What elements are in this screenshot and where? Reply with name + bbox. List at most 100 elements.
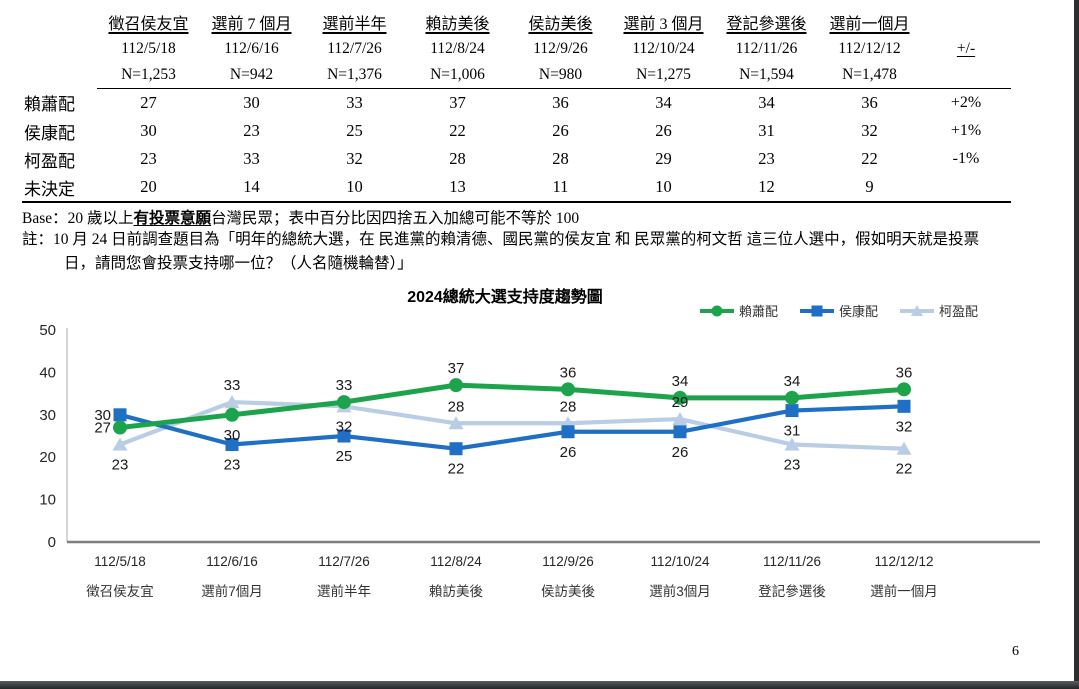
value-label-侯康配: 30 bbox=[94, 407, 111, 424]
poll-table-head: 徵召侯友宜 選前 7 個月 選前半年 賴訪美後 侯訪美後 選前 3 個月 登記參選後 選前一個… bbox=[22, 8, 1011, 89]
x-tick-date: 112/5/18 bbox=[94, 554, 146, 569]
value-cell: 12 bbox=[758, 177, 775, 196]
data-point-柯盈配 bbox=[672, 412, 688, 426]
data-point-賴蕭配 bbox=[449, 378, 463, 393]
y-tick-label: 30 bbox=[39, 407, 56, 424]
value-cell: 26 bbox=[655, 121, 672, 140]
x-tick-date: 112/6/16 bbox=[206, 554, 258, 569]
value-label-賴蕭配: 34 bbox=[784, 373, 801, 390]
y-tick-label: 40 bbox=[39, 364, 56, 381]
change-column-header: +/- bbox=[921, 36, 1011, 62]
value-cell: 23 bbox=[140, 149, 157, 168]
column-header-n: N=1,006 bbox=[406, 62, 509, 89]
row-label: 侯康配 bbox=[24, 123, 75, 143]
value-label-賴蕭配: 36 bbox=[560, 364, 577, 381]
column-header-date: 112/12/12 bbox=[838, 40, 901, 57]
header-blank bbox=[22, 8, 97, 36]
value-cell: 22 bbox=[861, 149, 878, 168]
column-header-n: N=1,376 bbox=[303, 62, 406, 89]
x-tick-event: 徵召侯友宜 bbox=[86, 584, 154, 599]
column-header-label-text: 徵召侯友宜 bbox=[108, 16, 189, 33]
value-label-賴蕭配: 34 bbox=[672, 373, 689, 390]
triangle-marker-icon bbox=[900, 304, 935, 316]
value-cell: 34 bbox=[758, 93, 775, 112]
change-cell: +2% bbox=[950, 94, 982, 111]
data-point-侯康配 bbox=[225, 437, 239, 451]
column-header-label: 登記參選後 bbox=[715, 8, 818, 36]
value-cell: 28 bbox=[552, 149, 569, 168]
legend-item-侯康配: 侯康配 bbox=[798, 301, 878, 320]
x-tick-date: 112/12/12 bbox=[874, 554, 933, 569]
header-blank bbox=[921, 62, 1011, 89]
data-point-柯盈配 bbox=[224, 395, 240, 409]
data-point-柯盈配 bbox=[112, 437, 128, 451]
column-header-n: N=942 bbox=[200, 62, 303, 89]
data-point-賴蕭配 bbox=[113, 420, 127, 435]
value-cell: 28 bbox=[449, 149, 466, 168]
column-header-n: N=1,253 bbox=[97, 62, 200, 89]
x-tick-date: 112/7/26 bbox=[318, 554, 370, 569]
value-label-侯康配: 23 bbox=[224, 456, 241, 473]
chart-title: 2024總統大選支持度趨勢圖 bbox=[407, 289, 603, 306]
value-label-柯盈配: 28 bbox=[448, 398, 465, 415]
series-line-侯康配 bbox=[117, 404, 907, 451]
value-label-侯康配: 25 bbox=[336, 448, 353, 465]
header-blank bbox=[22, 62, 97, 89]
bottom-window-edge bbox=[0, 681, 1079, 689]
x-tick-event: 選前半年 bbox=[317, 583, 371, 599]
data-point-賴蕭配 bbox=[225, 407, 239, 422]
x-tick-event: 登記參選後 bbox=[758, 583, 826, 599]
column-header-n: N=1,594 bbox=[715, 62, 818, 89]
value-cell: 31 bbox=[758, 121, 775, 140]
legend-label: 賴蕭配 bbox=[739, 304, 779, 319]
column-header-label-text: 登記參選後 bbox=[726, 16, 807, 33]
value-label-柯盈配: 33 bbox=[224, 377, 241, 394]
data-point-侯康配 bbox=[337, 429, 351, 443]
data-point-賴蕭配 bbox=[785, 390, 799, 405]
circle-marker-icon bbox=[700, 305, 734, 316]
table-row: 侯康配 30 23 25 22 26 26 31 32 +1% bbox=[22, 117, 1011, 145]
column-header-label-text: 選前 3 個月 bbox=[623, 16, 704, 33]
page-number: 6 bbox=[1012, 644, 1019, 659]
header-blank bbox=[22, 36, 97, 62]
chart-legend: 賴蕭配 侯康配 柯盈配 bbox=[698, 301, 978, 320]
data-point-侯康配 bbox=[113, 408, 127, 422]
legend-item-賴蕭配: 賴蕭配 bbox=[698, 301, 778, 320]
value-label-賴蕭配: 30 bbox=[224, 427, 241, 444]
value-label-賴蕭配: 36 bbox=[896, 364, 913, 381]
series-line-賴蕭配 bbox=[117, 382, 907, 431]
x-tick-date: 112/8/24 bbox=[430, 554, 482, 569]
x-tick-date: 112/10/24 bbox=[650, 554, 710, 569]
row-label: 未決定 bbox=[24, 179, 75, 199]
value-cell: 10 bbox=[346, 177, 363, 196]
data-point-賴蕭配 bbox=[673, 390, 687, 405]
data-point-柯盈配 bbox=[448, 416, 464, 430]
column-header-date: 112/6/16 bbox=[224, 40, 279, 57]
value-cell: 29 bbox=[655, 149, 672, 168]
column-header-label: 選前一個月 bbox=[818, 8, 921, 36]
column-header-label-text: 賴訪美後 bbox=[425, 16, 490, 33]
y-tick-label: 0 bbox=[48, 534, 56, 551]
column-header-date: 112/5/18 bbox=[121, 40, 176, 57]
value-cell: 34 bbox=[655, 93, 672, 112]
column-header-date: 112/11/26 bbox=[735, 40, 798, 57]
column-header-label: 選前 7 個月 bbox=[200, 8, 303, 36]
value-label-侯康配: 26 bbox=[672, 444, 689, 461]
change-cell bbox=[921, 173, 1011, 202]
column-header-label: 選前半年 bbox=[303, 8, 406, 36]
survey-note-line2: 日，請問您會投票支持哪一位？（人名隨機輪替）」 bbox=[64, 255, 413, 272]
value-label-侯康配: 22 bbox=[448, 461, 465, 478]
value-cell: 25 bbox=[346, 121, 363, 140]
value-cell: 10 bbox=[655, 177, 672, 196]
value-label-賴蕭配: 37 bbox=[448, 360, 465, 377]
value-cell: 22 bbox=[449, 121, 466, 140]
x-tick-event: 選前3個月 bbox=[649, 583, 711, 599]
value-label-柯盈配: 32 bbox=[336, 418, 353, 435]
header-row-samplesize: N=1,253 N=942 N=1,376 N=1,006 N=980 N=1,275 N=… bbox=[22, 62, 1011, 89]
data-point-侯康配 bbox=[449, 442, 463, 456]
survey-note: 註：10 月 24 日前調查題目為「明年的總統大選，在 民進黨的賴清德、國民黨的… bbox=[22, 228, 979, 276]
series-line-柯盈配 bbox=[117, 399, 907, 451]
column-header-label-text: 選前一個月 bbox=[829, 16, 910, 33]
